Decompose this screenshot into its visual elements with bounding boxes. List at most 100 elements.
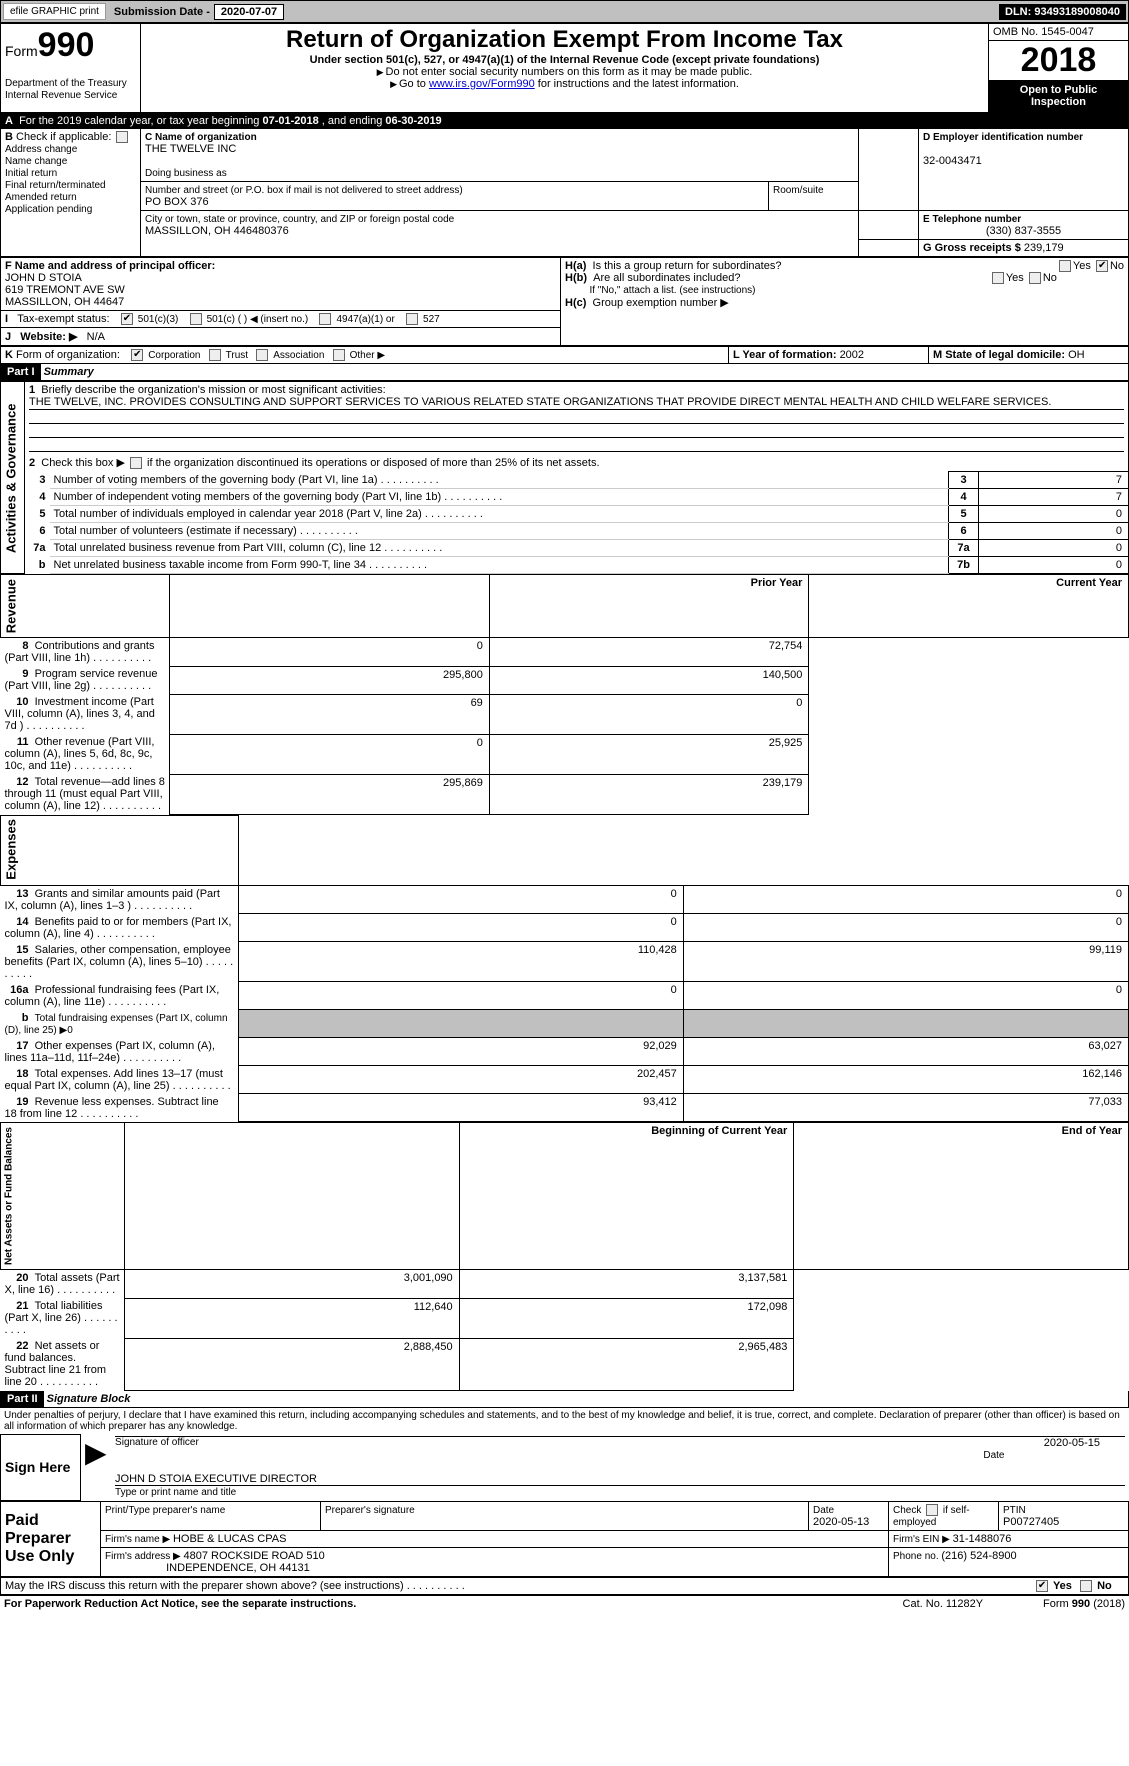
l1-label: Briefly describe the organization's miss… bbox=[41, 384, 385, 396]
efile-button[interactable]: efile GRAPHIC print bbox=[3, 3, 106, 20]
dept-treasury: Department of the Treasury bbox=[5, 78, 127, 89]
D-label: D Employer identification number bbox=[923, 132, 1083, 143]
F-label: F Name and address of principal officer: bbox=[5, 260, 215, 272]
summary-row-7b: bNet unrelated business taxable income f… bbox=[1, 557, 1129, 574]
omb-no: OMB No. 1545-0047 bbox=[989, 24, 1128, 41]
Ha-no[interactable] bbox=[1096, 260, 1108, 272]
part2-hdr: Part II bbox=[1, 1391, 44, 1407]
section-I: I Tax-exempt status: 501(c)(3) 501(c) ( … bbox=[1, 311, 561, 328]
firm-addr2: INDEPENDENCE, OH 44131 bbox=[166, 1562, 310, 1574]
Hb-no[interactable] bbox=[1029, 272, 1041, 284]
city-label: City or town, state or province, country… bbox=[145, 214, 454, 225]
col-current: Current Year bbox=[809, 575, 1129, 638]
expense-row-18: 18 Total expenses. Add lines 13–17 (must… bbox=[1, 1066, 1129, 1094]
summary-row-3: 3Number of voting members of the governi… bbox=[1, 472, 1129, 489]
summary-row-6: 6Total number of volunteers (estimate if… bbox=[1, 523, 1129, 540]
revenue-row-12: 12 Total revenue—add lines 8 through 11 … bbox=[1, 774, 1129, 814]
firm-name: HOBE & LUCAS CPAS bbox=[173, 1533, 287, 1545]
col-boy: Beginning of Current Year bbox=[459, 1123, 794, 1270]
discuss-yes[interactable] bbox=[1036, 1580, 1048, 1592]
form-subtitle: Under section 501(c), 527, or 4947(a)(1)… bbox=[145, 54, 984, 66]
vlabel-rev: Revenue bbox=[1, 575, 170, 638]
discuss-row: May the IRS discuss this return with the… bbox=[1, 1578, 1129, 1595]
firm-phone: (216) 524-8900 bbox=[941, 1550, 1016, 1562]
mission-text: THE TWELVE, INC. PROVIDES CONSULTING AND… bbox=[29, 396, 1124, 410]
K-corp[interactable] bbox=[131, 349, 143, 361]
I-527[interactable] bbox=[406, 313, 418, 325]
discuss-no[interactable] bbox=[1080, 1580, 1092, 1592]
self-emp-checkbox[interactable] bbox=[926, 1504, 938, 1516]
E-label: E Telephone number bbox=[923, 214, 1021, 225]
irs-link[interactable]: www.irs.gov/Form990 bbox=[429, 78, 535, 90]
Ha-label: Is this a group return for subordinates? bbox=[593, 260, 782, 272]
row-A: A For the 2019 calendar year, or tax yea… bbox=[1, 114, 1129, 129]
open-public: Open to Public Inspection bbox=[989, 80, 1128, 112]
netassets-row-20: 20 Total assets (Part X, line 16)3,001,0… bbox=[1, 1270, 1129, 1299]
summary-row-4: 4Number of independent voting members of… bbox=[1, 489, 1129, 506]
revenue-row-10: 10 Investment income (Part VIII, column … bbox=[1, 694, 1129, 734]
I-501c3[interactable] bbox=[121, 313, 133, 325]
part2-title: Signature Block bbox=[47, 1393, 131, 1405]
name-title-label: Type or print name and title bbox=[115, 1487, 236, 1498]
Hc-label: Group exemption number ▶ bbox=[593, 297, 729, 309]
K-other[interactable] bbox=[333, 349, 345, 361]
room-label: Room/suite bbox=[773, 185, 824, 196]
firm-addr1: 4807 ROCKSIDE ROAD 510 bbox=[184, 1550, 325, 1562]
top-bar: efile GRAPHIC print Submission Date - 20… bbox=[0, 0, 1129, 23]
I-501c[interactable] bbox=[190, 313, 202, 325]
vlabel-exp: Expenses bbox=[1, 815, 239, 885]
l2-checkbox[interactable] bbox=[130, 457, 142, 469]
officer-addr2: MASSILLON, OH 44647 bbox=[5, 296, 124, 308]
expense-row-15: 15 Salaries, other compensation, employe… bbox=[1, 942, 1129, 982]
officer-printed: JOHN D STOIA EXECUTIVE DIRECTOR bbox=[115, 1473, 1124, 1486]
summary-row-7a: 7aTotal unrelated business revenue from … bbox=[1, 540, 1129, 557]
expense-row-14: 14 Benefits paid to or for members (Part… bbox=[1, 914, 1129, 942]
dln: DLN: 93493189008040 bbox=[999, 4, 1126, 20]
sig-date: 2020-05-15 bbox=[1044, 1437, 1100, 1449]
form-footer: Form 990 (2018) bbox=[1043, 1598, 1125, 1610]
section-J: J Website: ▶ N/A bbox=[1, 328, 561, 346]
sign-here: Sign Here bbox=[1, 1434, 81, 1500]
Hb-yes[interactable] bbox=[992, 272, 1004, 284]
addr: PO BOX 376 bbox=[145, 196, 209, 208]
perjury: Under penalties of perjury, I declare th… bbox=[0, 1408, 1129, 1434]
form-header: Form990 Department of the Treasury Inter… bbox=[0, 23, 1129, 113]
city: MASSILLON, OH 446480376 bbox=[145, 225, 289, 237]
vlabel-na: Net Assets or Fund Balances bbox=[1, 1123, 125, 1270]
submission-label: Submission Date - bbox=[114, 6, 210, 18]
section-B: B Check if applicable: Address change Na… bbox=[1, 129, 141, 257]
expense-row-13: 13 Grants and similar amounts paid (Part… bbox=[1, 885, 1129, 914]
K-trust[interactable] bbox=[209, 349, 221, 361]
officer-addr1: 619 TREMONT AVE SW bbox=[5, 284, 125, 296]
G-receipts: G Gross receipts $ 239,179 bbox=[919, 240, 1129, 257]
tax-year: 2018 bbox=[989, 41, 1128, 80]
revenue-row-8: 8 Contributions and grants (Part VIII, l… bbox=[1, 638, 1129, 667]
Hb-note: If "No," attach a list. (see instruction… bbox=[589, 285, 755, 296]
Ha-yes[interactable] bbox=[1059, 260, 1071, 272]
sig-arrow-icon: ▶ bbox=[85, 1437, 107, 1468]
org-name: THE TWELVE INC bbox=[145, 143, 236, 155]
part1-hdr: Part I bbox=[1, 364, 41, 380]
expense-row-17: 17 Other expenses (Part IX, column (A), … bbox=[1, 1038, 1129, 1066]
section-K: K Form of organization: Corporation Trus… bbox=[1, 347, 729, 364]
K-assoc[interactable] bbox=[256, 349, 268, 361]
netassets-row-22: 22 Net assets or fund balances. Subtract… bbox=[1, 1338, 1129, 1390]
col-eoy: End of Year bbox=[794, 1123, 1129, 1270]
date-label: Date bbox=[983, 1450, 1004, 1461]
firm-ein: 31-1488076 bbox=[953, 1533, 1012, 1545]
part1-title: Summary bbox=[44, 366, 94, 378]
form-title: Return of Organization Exempt From Incom… bbox=[145, 26, 984, 54]
l2-label: Check this box ▶ if the organization dis… bbox=[41, 457, 599, 469]
sig-officer-label: Signature of officer bbox=[115, 1437, 1044, 1449]
officer-name: JOHN D STOIA bbox=[5, 272, 82, 284]
section-L: L Year of formation: 2002 bbox=[729, 347, 929, 364]
form-label: Form990 bbox=[5, 43, 94, 59]
goto-link: Go to www.irs.gov/Form990 for instructio… bbox=[145, 78, 984, 90]
I-4947[interactable] bbox=[319, 313, 331, 325]
revenue-row-11: 11 Other revenue (Part VIII, column (A),… bbox=[1, 734, 1129, 774]
submission-date: 2020-07-07 bbox=[214, 4, 284, 20]
ssn-note: Do not enter social security numbers on … bbox=[145, 66, 984, 78]
addr-label: Number and street (or P.O. box if mail i… bbox=[145, 185, 463, 196]
checkbox-addr-change[interactable] bbox=[116, 131, 128, 143]
dba-label: Doing business as bbox=[145, 168, 227, 179]
